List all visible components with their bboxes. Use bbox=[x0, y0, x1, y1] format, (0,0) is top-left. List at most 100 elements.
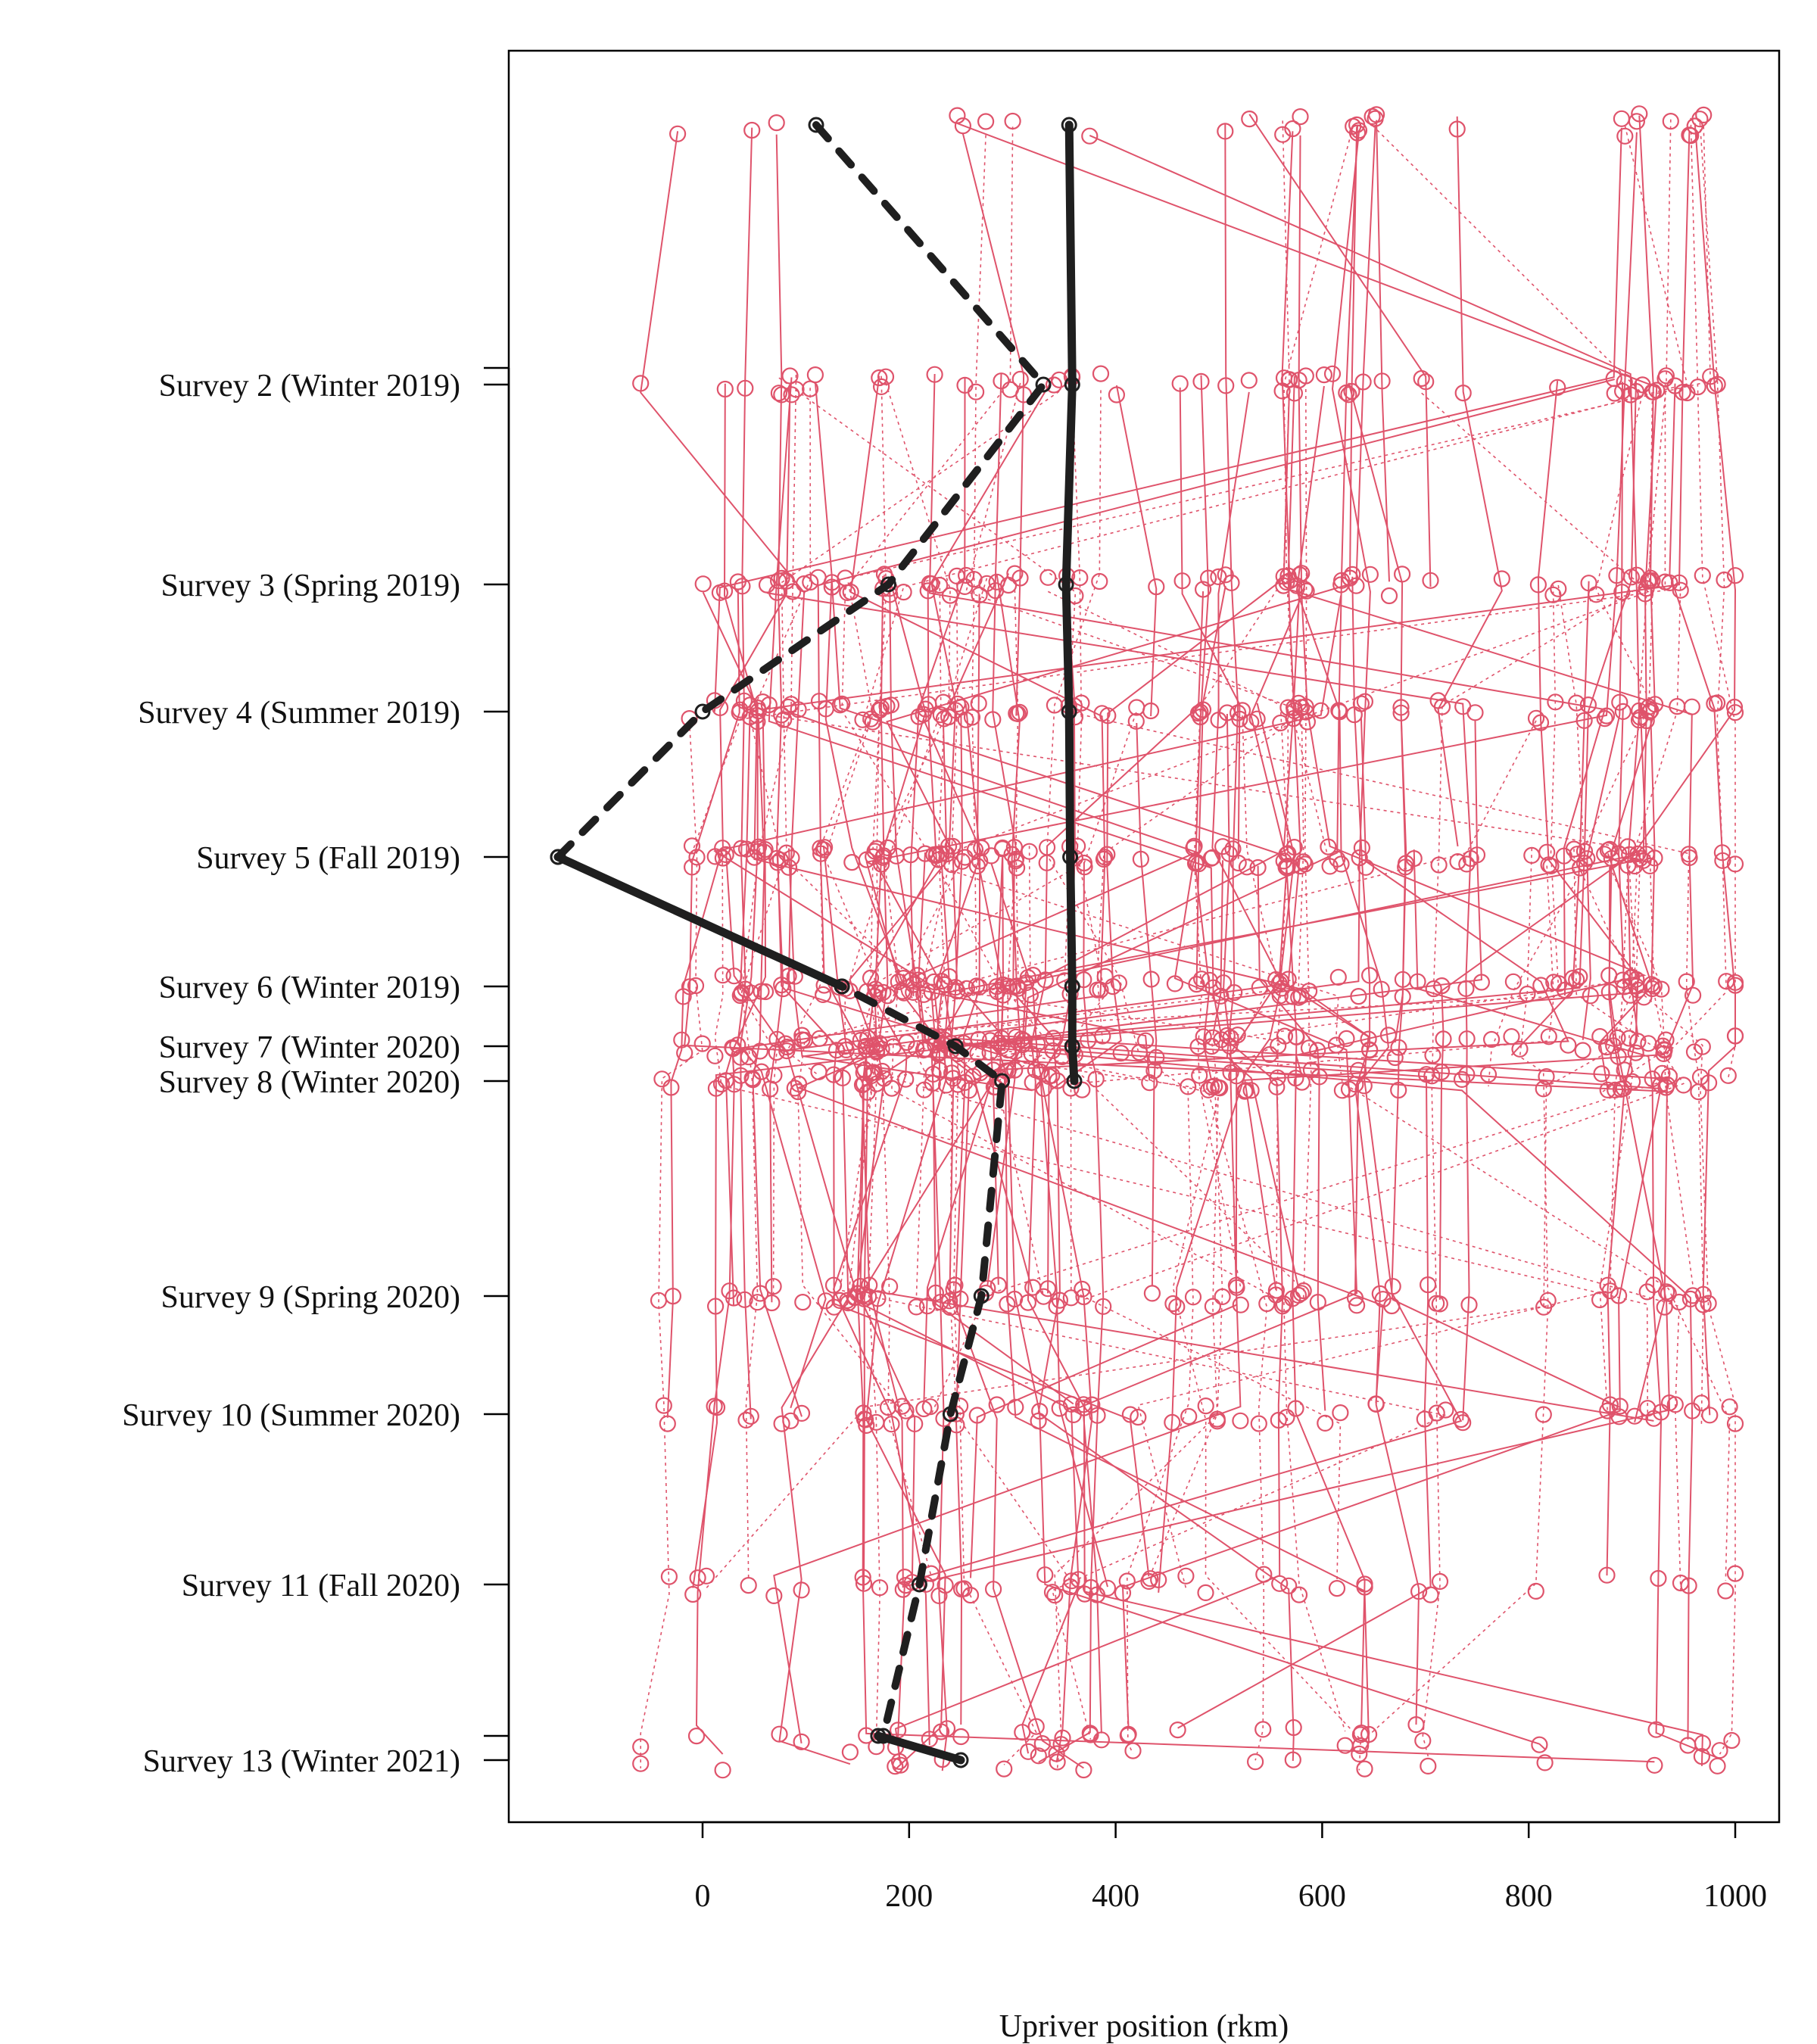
track-point bbox=[1549, 379, 1566, 396]
track-point bbox=[1540, 1028, 1557, 1045]
track-point bbox=[1014, 1724, 1031, 1741]
track-point bbox=[669, 125, 687, 142]
track-point bbox=[1030, 1747, 1047, 1765]
track-point bbox=[1048, 1745, 1065, 1762]
track-point bbox=[971, 586, 988, 604]
track-point bbox=[855, 1404, 872, 1422]
track-point bbox=[712, 1075, 731, 1093]
track-point bbox=[1691, 1068, 1709, 1086]
track-point bbox=[1619, 838, 1637, 855]
track-point bbox=[1550, 580, 1567, 597]
track-point bbox=[1645, 1410, 1663, 1427]
track-point bbox=[1290, 1586, 1308, 1603]
track-point bbox=[1706, 695, 1723, 712]
track-point bbox=[1601, 1396, 1619, 1413]
track-point bbox=[1062, 1395, 1080, 1413]
track-point bbox=[773, 976, 790, 994]
track-point bbox=[1045, 1030, 1062, 1047]
track-point bbox=[1332, 1404, 1349, 1422]
y-tick-label: Survey 9 (Spring 2020) bbox=[161, 1280, 460, 1315]
track-point bbox=[1261, 1045, 1279, 1064]
highlight-track-point bbox=[973, 1288, 990, 1304]
track-point bbox=[1466, 704, 1484, 721]
track-point bbox=[1251, 979, 1268, 996]
track-point bbox=[787, 381, 805, 398]
track-line bbox=[749, 388, 1287, 1576]
track-line bbox=[666, 388, 791, 1418]
track-point bbox=[1099, 1579, 1117, 1597]
track-point bbox=[1295, 853, 1312, 871]
track-point bbox=[1258, 1295, 1276, 1313]
track-point bbox=[1540, 856, 1557, 874]
x-tick-label: 400 bbox=[1092, 1879, 1139, 1914]
track-point bbox=[941, 1298, 959, 1316]
track-point bbox=[1544, 586, 1562, 603]
track-point bbox=[1614, 382, 1632, 400]
highlight-track-point bbox=[1061, 117, 1077, 133]
track-point bbox=[1700, 1074, 1718, 1092]
track-point bbox=[1284, 1751, 1301, 1768]
x-tick-label: 200 bbox=[885, 1879, 933, 1914]
track-point bbox=[1598, 1566, 1616, 1584]
track-point bbox=[843, 853, 861, 871]
y-tick-label: Survey 11 (Fall 2020) bbox=[182, 1569, 460, 1603]
track-point bbox=[1532, 714, 1550, 731]
track-line bbox=[1115, 385, 1158, 717]
track-point bbox=[676, 1044, 693, 1061]
track-point bbox=[1380, 587, 1398, 605]
track-point bbox=[1449, 852, 1466, 871]
track-point bbox=[990, 1034, 1008, 1052]
track-line bbox=[1236, 715, 1277, 1046]
track-point bbox=[1574, 1042, 1591, 1059]
track-point bbox=[1201, 971, 1218, 989]
track-point bbox=[1288, 1028, 1305, 1046]
track-line bbox=[909, 720, 1537, 1765]
track-point bbox=[990, 1276, 1007, 1294]
track-point bbox=[1296, 855, 1314, 873]
track-point bbox=[742, 1407, 759, 1425]
track-point bbox=[1458, 1066, 1476, 1083]
track-line bbox=[1372, 124, 1650, 701]
track-point bbox=[1448, 120, 1466, 138]
track-point bbox=[689, 1569, 706, 1587]
track-point bbox=[1680, 1577, 1697, 1594]
track-point bbox=[988, 1396, 1005, 1413]
track-point bbox=[1267, 1282, 1286, 1299]
track-line bbox=[1051, 394, 1290, 1090]
track-point bbox=[1338, 1030, 1355, 1048]
track-point bbox=[936, 976, 954, 993]
track-point bbox=[932, 1723, 950, 1740]
track-point bbox=[915, 1400, 933, 1418]
track-point bbox=[1420, 1757, 1437, 1774]
track-point bbox=[1092, 365, 1110, 382]
track-line bbox=[1295, 135, 1647, 1077]
track-point bbox=[1130, 1408, 1147, 1426]
track-point bbox=[786, 1080, 803, 1097]
track-point bbox=[1626, 1407, 1644, 1425]
track-line bbox=[713, 595, 1342, 1771]
track-point bbox=[1603, 849, 1620, 868]
highlight-track-point bbox=[911, 1576, 927, 1593]
track-line bbox=[1071, 380, 1302, 1288]
track-point bbox=[662, 1079, 680, 1096]
track-point bbox=[1670, 574, 1688, 591]
y-tick-label: Survey 10 (Summer 2020) bbox=[122, 1398, 460, 1433]
track-point bbox=[1142, 702, 1160, 720]
track-point bbox=[1142, 1570, 1159, 1588]
track-point bbox=[1354, 373, 1372, 391]
track-point bbox=[1277, 858, 1295, 876]
track-point bbox=[1275, 577, 1292, 594]
track-line bbox=[695, 375, 1106, 1755]
track-point bbox=[1329, 850, 1346, 868]
y-axis: Survey 2 (Winter 2019) Survey 3 (Spring 2… bbox=[122, 366, 510, 1779]
track-line bbox=[1257, 865, 1326, 1411]
track-point bbox=[1143, 1285, 1161, 1302]
track-line bbox=[1601, 853, 1666, 1093]
track-point bbox=[1300, 982, 1318, 1000]
track-point bbox=[968, 977, 986, 995]
track-point bbox=[773, 386, 790, 404]
track-point bbox=[688, 849, 706, 866]
track-point bbox=[1547, 693, 1564, 711]
track-point bbox=[1036, 1566, 1054, 1584]
track-point bbox=[1089, 1407, 1106, 1424]
